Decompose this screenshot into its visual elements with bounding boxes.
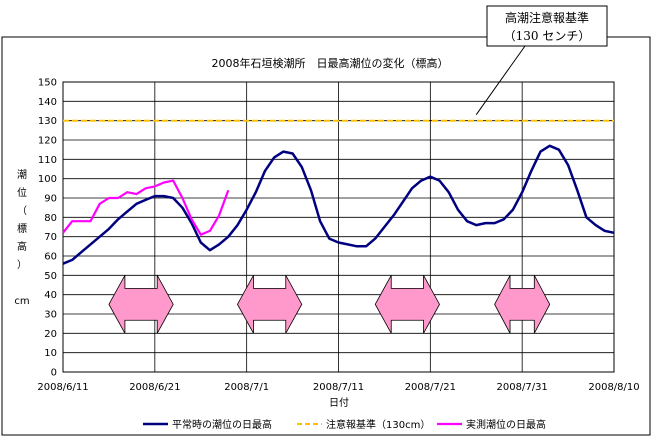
x-tick-labels: 2008/6/11 2008/6/21 2008/7/1 2008/7/11 2008/… <box>37 382 639 393</box>
y-tick-label: 70 <box>44 232 57 243</box>
x-tick-label: 2008/8/10 <box>588 382 639 393</box>
y-tick-labels: 0 10 20 30 40 50 60 70 80 90 100 110 120 130 140 150 <box>38 78 57 379</box>
y-tick-label: 140 <box>38 97 57 108</box>
legend-label: 実測潮位の日最高 <box>466 418 546 431</box>
x-tick-label: 2008/7/21 <box>405 382 456 393</box>
x-tick-label: 2008/6/21 <box>129 382 180 393</box>
plot-gridlines <box>62 81 615 373</box>
y-label-char: 位 <box>17 186 27 199</box>
y-tick-label: 150 <box>38 78 57 89</box>
callout-title: 高潮注意報基準 <box>505 10 589 25</box>
series-normal-tide-line <box>62 144 615 265</box>
callout-box <box>486 5 608 47</box>
period-arrow <box>237 275 303 334</box>
y-tick-label: 100 <box>38 174 57 185</box>
x-tick-label: 2008/7/11 <box>313 382 364 393</box>
y-tick-label: 30 <box>44 310 57 321</box>
chart-title: 2008年石垣検潮所 日最高潮位の変化（標高） <box>212 56 449 70</box>
legend: 平常時の潮位の日最高 注意報基準（130cm） 実測潮位の日最高 <box>143 418 546 431</box>
y-tick-label: 130 <box>38 116 57 127</box>
y-tick-label: 80 <box>44 213 57 224</box>
period-arrow <box>108 275 174 334</box>
threshold-callout: 高潮注意報基準 （130 センチ） <box>475 5 608 115</box>
period-arrow <box>494 275 551 334</box>
x-axis-label: 日付 <box>329 396 349 409</box>
y-tick-label: 50 <box>44 271 57 282</box>
y-label-char: 潮 <box>17 168 27 181</box>
legend-label: 平常時の潮位の日最高 <box>172 418 272 431</box>
y-tick-label: 10 <box>44 348 57 359</box>
series-observed-tide-line <box>62 179 230 236</box>
y-label-char: （ <box>17 205 27 217</box>
y-tick-label: 0 <box>51 368 57 379</box>
y-tick-label: 40 <box>44 290 57 301</box>
legend-label: 注意報基準（130cm） <box>326 418 430 431</box>
x-tick-label: 2008/6/11 <box>37 382 88 393</box>
y-tick-label: 60 <box>44 252 57 263</box>
y-axis-label: 潮位 （ 標高 ） cm <box>14 168 29 307</box>
x-tick-label: 2008/7/31 <box>497 382 548 393</box>
y-tick-label: 110 <box>38 155 57 166</box>
period-arrows <box>108 275 551 334</box>
y-label-char: 高 <box>17 240 27 253</box>
y-tick-label: 120 <box>38 136 57 147</box>
y-tick-label: 20 <box>44 329 57 340</box>
y-label-char: ） <box>17 259 27 271</box>
y-label-char: 標 <box>17 222 27 235</box>
data-series <box>62 119 615 265</box>
x-tick-label: 2008/7/1 <box>224 382 269 393</box>
callout-pointer <box>475 45 526 115</box>
period-arrow <box>374 275 440 334</box>
y-label-char: cm <box>14 296 29 307</box>
callout-subtitle: （130 センチ） <box>504 29 591 43</box>
y-tick-label: 90 <box>44 194 57 205</box>
